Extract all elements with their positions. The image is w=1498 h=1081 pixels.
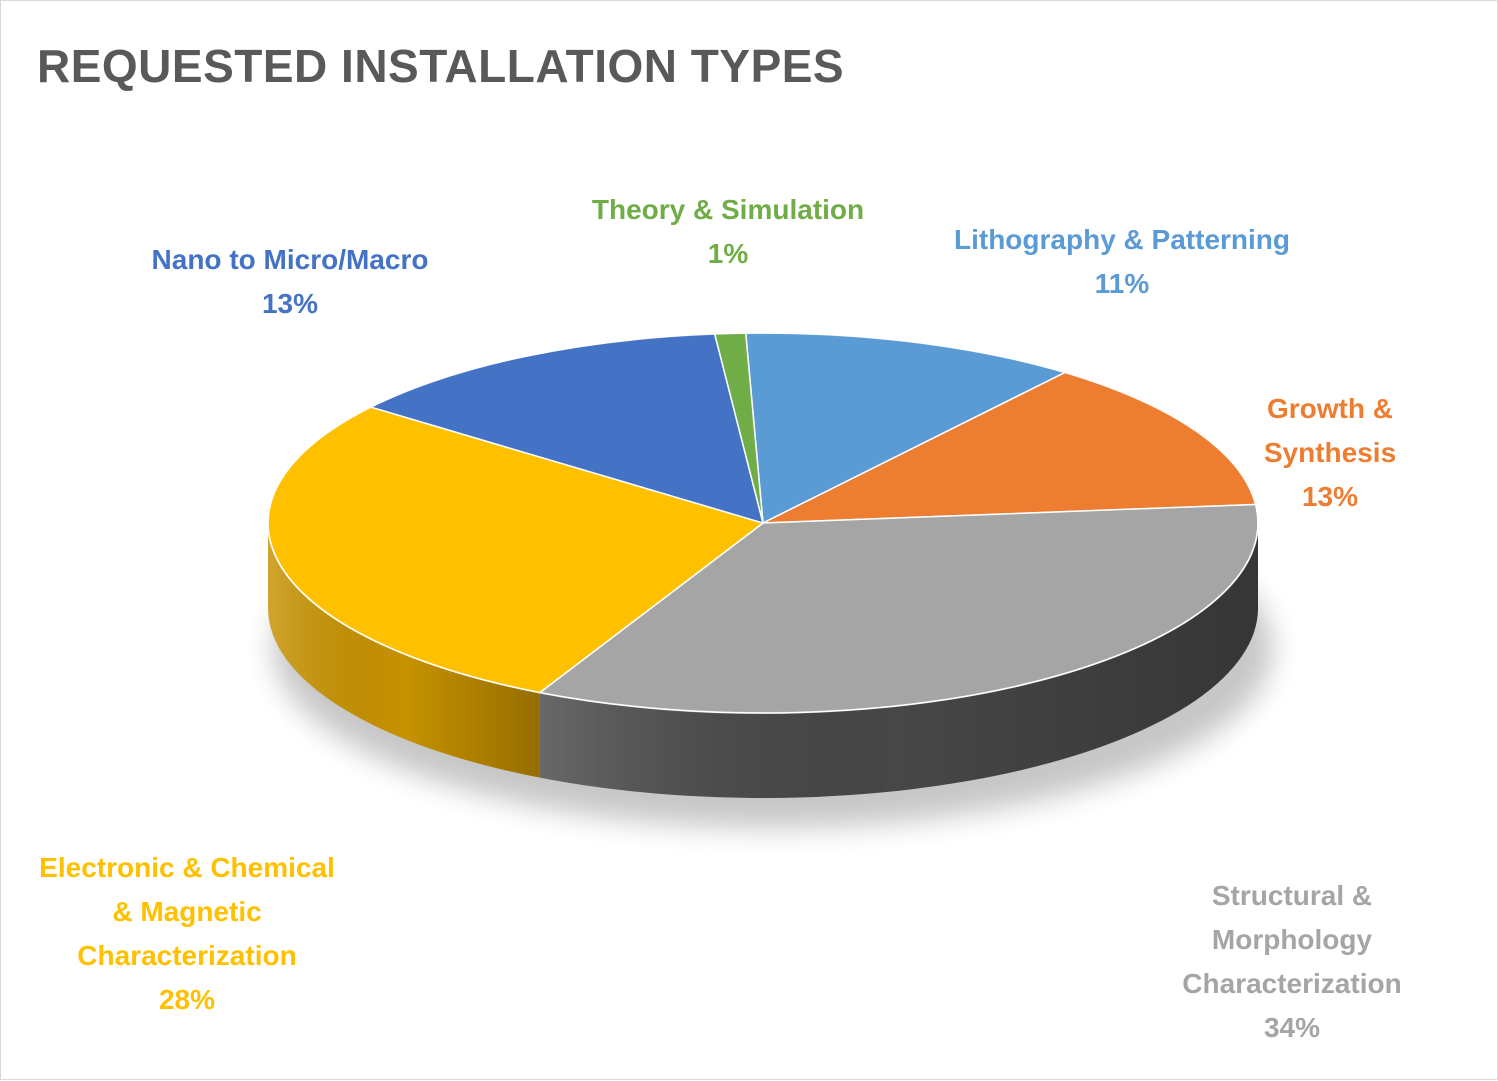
pie-slice (713, 332, 764, 524)
slice-label-line: Lithography & Patterning (954, 224, 1290, 255)
slice-label-line: Theory & Simulation (591, 194, 865, 225)
slice-label-line: Synthesis (1263, 437, 1397, 468)
pie-slice (267, 406, 764, 694)
slice-label-line: Characterization (1182, 968, 1402, 999)
slice-percent: 11% (1094, 268, 1150, 299)
slice-label-line: Nano to Micro/Macro (151, 244, 429, 275)
pie-slice (370, 333, 764, 524)
pie-slice (762, 371, 1257, 524)
pie-slice (744, 332, 1066, 524)
pie-slice-side-shade (268, 523, 540, 778)
pie-slice-side-shade (539, 523, 1258, 798)
slice-label: Nano to Micro/Macro 13% (152, 238, 429, 326)
slice-percent: 13% (261, 288, 319, 319)
slice-percent: 1% (707, 238, 749, 269)
slice-label-line: Morphology (1211, 924, 1373, 955)
slice-label: Electronic & Chemical & Magnetic Character… (39, 846, 335, 1022)
slice-label-line: Characterization (77, 940, 297, 971)
slice-label-line: & Magnetic (112, 896, 262, 927)
slice-label-line: Structural & (1211, 880, 1373, 911)
slice-label-line: Growth & (1267, 393, 1393, 424)
pie-rim (267, 332, 1259, 714)
slice-label-line: Electronic & Chemical (39, 852, 335, 883)
slice-percent: 13% (1301, 481, 1359, 512)
slice-label: Structural & Morphology Characterization 34… (1182, 874, 1401, 1050)
slice-label: Lithography & Patterning 11% (954, 218, 1290, 306)
slice-label: Theory & Simulation 1% (592, 188, 864, 276)
slice-percent: 28% (158, 984, 216, 1015)
slice-percent: 34% (1263, 1012, 1321, 1043)
chart-title: REQUESTED INSTALLATION TYPES (37, 40, 845, 92)
slice-label: Growth & Synthesis 13% (1264, 387, 1396, 519)
